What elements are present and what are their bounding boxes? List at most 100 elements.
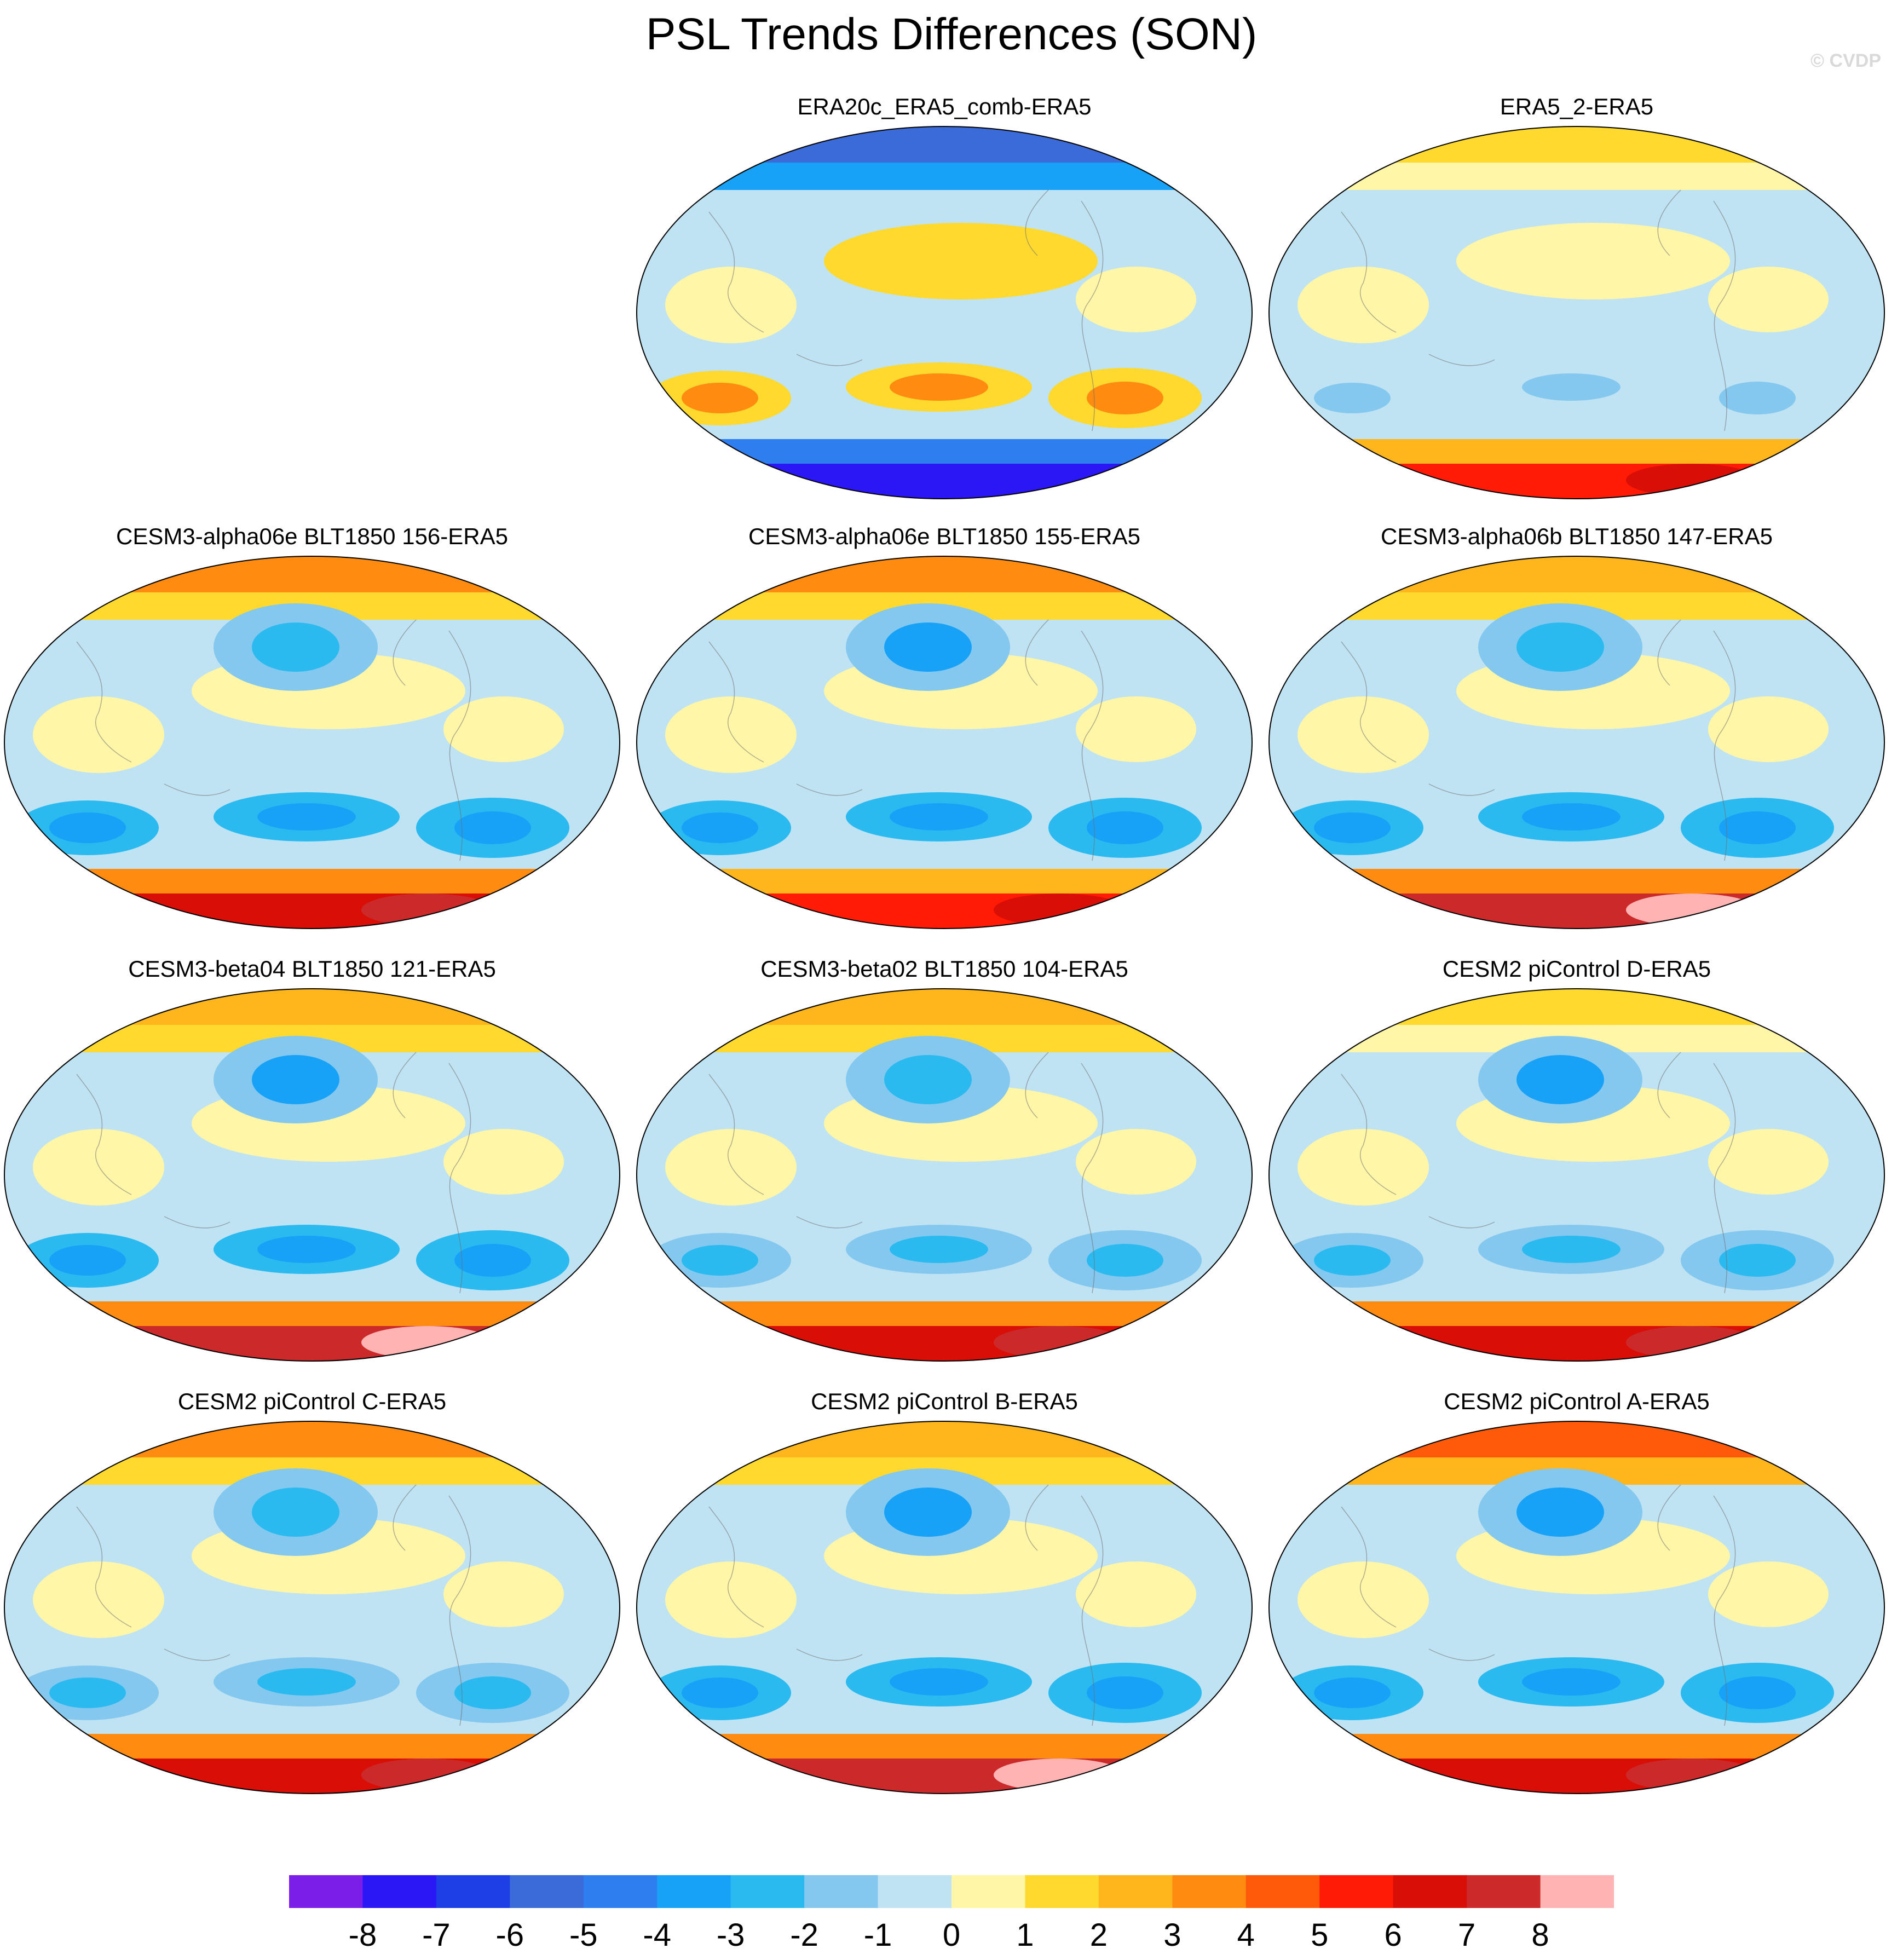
panel-title: CESM2 piControl D-ERA5 [1442, 956, 1711, 982]
map-border [4, 556, 620, 929]
field-sh-indian-low-core [682, 1677, 758, 1708]
field-sh-atlantic-low-core [1087, 1244, 1163, 1277]
field-north-pacific-core [1516, 1055, 1604, 1104]
colorbar-tick-label: -6 [495, 1917, 524, 1953]
map-border [636, 556, 1253, 929]
field-nh-subpolar [637, 163, 1252, 190]
field-antarctic-outer [4, 869, 620, 893]
field-tropical-atlantic [1076, 1561, 1196, 1627]
map-plot [1268, 556, 1885, 929]
field-nh-subpolar [1269, 163, 1884, 190]
colorbar-swatch [583, 1875, 658, 1908]
field-antarctic-inner [1269, 893, 1884, 929]
field-antarctic-max-2 [82, 1326, 192, 1353]
colorbar-tick-label: -5 [569, 1917, 598, 1953]
field-antarctic-outer [637, 1734, 1252, 1759]
field-antarctic-inner [1269, 464, 1884, 499]
map-plot [4, 988, 620, 1362]
field-north-pacific-core [884, 1055, 972, 1104]
field-sh-indian-low-core [682, 812, 758, 843]
field-antarctic-max [1626, 1759, 1757, 1791]
field-sh-indian-low-core [49, 1245, 126, 1276]
field-tropical-atlantic [443, 1561, 564, 1627]
colorbar-tick-label: 4 [1237, 1917, 1255, 1953]
field-sh-atlantic-low-core [454, 811, 531, 844]
colorbar-swatch [1025, 1875, 1099, 1908]
field-antarctic-max [361, 1759, 493, 1791]
colorbar-swatch [289, 1875, 363, 1908]
map-border [636, 988, 1253, 1362]
field-tropical-atlantic [1076, 696, 1196, 762]
field-tropical-atlantic [1076, 267, 1196, 332]
cvdp-watermark: © CVDP [1810, 50, 1881, 71]
map-border [1268, 988, 1885, 1362]
field-sh-atlantic-low-core [454, 1244, 531, 1277]
field-sh-atlantic-low-core [1087, 382, 1163, 414]
field-sh-indian-low-core [682, 1245, 758, 1276]
colorbar-swatch [1467, 1875, 1541, 1908]
colorbar-swatch [1172, 1875, 1247, 1908]
field-indian-ocean [33, 1129, 164, 1206]
field-indian-ocean [33, 1561, 164, 1638]
field-tropical-atlantic [1708, 696, 1829, 762]
field-antarctic-max-2 [1347, 1759, 1456, 1786]
field-antarctic-outer [1269, 1734, 1884, 1759]
field-nh-polar [637, 126, 1252, 163]
field-tropical-atlantic [443, 696, 564, 762]
map-border [4, 1421, 620, 1794]
coastline [76, 1052, 471, 1294]
field-tropical-atlantic [443, 1129, 564, 1195]
field-nh-polar [637, 989, 1252, 1025]
map-plot [4, 1421, 620, 1794]
colorbar-tick-label: -3 [716, 1917, 745, 1953]
field-sh-indian-low-core [49, 1677, 126, 1708]
colorbar [289, 1875, 1614, 1908]
panel-title: CESM3-alpha06e BLT1850 156-ERA5 [116, 523, 508, 549]
map-border [4, 988, 620, 1362]
field-nh-polar [637, 556, 1252, 592]
field-indian-ocean [665, 1129, 797, 1206]
field-antarctic-max-2 [1347, 464, 1456, 491]
field-sh-pacific-low-core [257, 1668, 356, 1696]
field-sh-pacific-low-core [257, 1236, 356, 1263]
field-sh-pacific-low-core [890, 373, 988, 401]
map-plot [1268, 988, 1885, 1362]
colorbar-tick-label: 3 [1163, 1917, 1181, 1953]
map-plot [636, 126, 1253, 499]
field-antarctic-max [994, 1759, 1125, 1791]
field-sh-pacific-low-core [1522, 1236, 1621, 1263]
map-panel: CESM3-beta04 BLT1850 121-ERA5 [0, 953, 624, 1363]
field-indian-ocean [665, 1561, 797, 1638]
colorbar-tick-label: -4 [643, 1917, 672, 1953]
colorbar-tick-label: 2 [1089, 1917, 1108, 1953]
map-panel: CESM2 piControl B-ERA5 [632, 1385, 1256, 1796]
map-panel: CESM3-beta02 BLT1850 104-ERA5 [632, 953, 1256, 1363]
field-sh-indian-low-core [1314, 812, 1391, 843]
field-nh-polar [637, 1421, 1252, 1457]
map-border [1268, 1421, 1885, 1794]
field-tropical-atlantic [1708, 1561, 1829, 1627]
field-antarctic-inner [637, 893, 1252, 929]
field-indian-ocean [1298, 1561, 1429, 1638]
map-plot [1268, 1421, 1885, 1794]
field-sh-atlantic-low-core [454, 1676, 531, 1709]
map-panel: CESM2 piControl D-ERA5 [1265, 953, 1889, 1363]
map-panel: ERA20c_ERA5_comb-ERA5 [632, 90, 1256, 501]
field-sh-atlantic-low-core [1087, 811, 1163, 844]
coastline [76, 1484, 471, 1726]
field-tropical-pacific [1456, 223, 1730, 299]
colorbar-tick-label: -8 [348, 1917, 377, 1953]
panel-title: ERA20c_ERA5_comb-ERA5 [797, 94, 1092, 119]
coastline [1341, 1052, 1736, 1294]
map-plot [636, 988, 1253, 1362]
field-antarctic-max [1626, 893, 1757, 926]
map-border [636, 1421, 1253, 1794]
colorbar-tick-label: 8 [1531, 1917, 1549, 1953]
field-tropical-atlantic [1708, 1129, 1829, 1195]
colorbar-tick-label: 0 [942, 1917, 961, 1953]
field-nh-polar [1269, 1421, 1884, 1457]
colorbar-swatch [878, 1875, 952, 1908]
colorbar-swatch [657, 1875, 731, 1908]
field-indian-ocean [1298, 696, 1429, 773]
colorbar-tick-label: -7 [422, 1917, 451, 1953]
